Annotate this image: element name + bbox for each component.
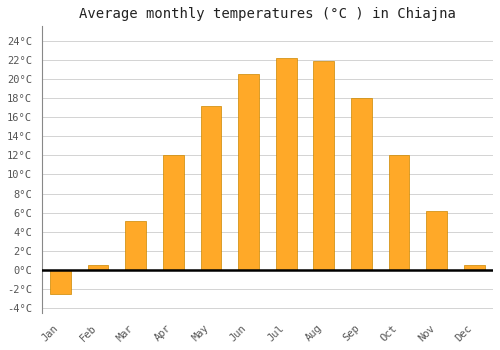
Bar — [126, 221, 146, 270]
Bar — [238, 74, 259, 270]
Bar — [426, 211, 447, 270]
Bar — [314, 61, 334, 270]
Title: Average monthly temperatures (°C ) in Chiajna: Average monthly temperatures (°C ) in Ch… — [79, 7, 456, 21]
Bar — [50, 270, 71, 294]
Bar — [464, 265, 484, 270]
Bar — [163, 155, 184, 270]
Bar — [88, 265, 108, 270]
Bar — [200, 106, 222, 270]
Bar — [351, 98, 372, 270]
Bar — [388, 155, 409, 270]
Bar — [276, 58, 296, 270]
